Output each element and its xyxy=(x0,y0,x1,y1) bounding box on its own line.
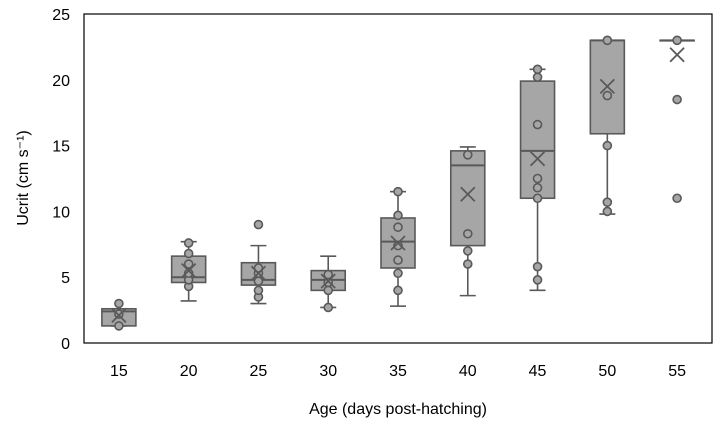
data-point xyxy=(183,248,194,259)
box-group-55 xyxy=(659,35,695,204)
data-point xyxy=(183,238,194,248)
data-point xyxy=(602,206,613,217)
x-tick-label: 55 xyxy=(668,363,686,380)
box-group-15 xyxy=(101,298,137,331)
x-axis-ticks: 15 20 25 30 35 40 45 50 55 xyxy=(110,363,686,380)
x-tick-label: 25 xyxy=(250,363,268,380)
data-point xyxy=(253,285,264,296)
mean-marker xyxy=(250,265,267,281)
x-tick-label: 20 xyxy=(180,363,198,380)
box-group-50 xyxy=(589,35,626,217)
x-tick-label: 50 xyxy=(598,363,616,380)
data-point xyxy=(393,186,403,197)
y-tick-label: 0 xyxy=(61,336,70,353)
data-point xyxy=(323,277,334,288)
mean-marker xyxy=(111,307,127,324)
data-point xyxy=(672,193,682,204)
y-axis-ticks: 0 5 10 15 20 25 xyxy=(52,7,70,353)
x-tick-label: 35 xyxy=(389,363,407,380)
data-point xyxy=(532,72,543,82)
x-tick-label: 30 xyxy=(319,363,337,380)
data-point xyxy=(393,222,403,232)
mean-marker xyxy=(599,78,615,95)
data-point xyxy=(462,228,473,239)
y-tick-label: 15 xyxy=(52,139,70,156)
data-point xyxy=(393,210,403,221)
data-point xyxy=(532,182,543,193)
box-group-35 xyxy=(380,186,416,307)
data-point xyxy=(602,140,613,151)
data-point xyxy=(532,193,543,204)
data-point xyxy=(602,35,613,46)
x-tick-label: 40 xyxy=(459,363,477,380)
data-point xyxy=(114,298,124,309)
mean-marker xyxy=(181,262,197,279)
y-tick-label: 20 xyxy=(52,73,70,90)
data-point xyxy=(393,240,403,251)
data-point xyxy=(253,219,264,230)
box-group-45 xyxy=(519,64,556,292)
data-point xyxy=(462,150,473,160)
data-point xyxy=(253,276,264,286)
data-point xyxy=(114,321,124,331)
y-tick-label: 25 xyxy=(52,7,70,24)
box-group-30 xyxy=(310,255,347,313)
chart-marks xyxy=(101,35,695,331)
mean-marker xyxy=(529,151,546,167)
x-tick-label: 45 xyxy=(529,363,547,380)
data-point xyxy=(183,268,194,279)
x-tick-label: 15 xyxy=(110,363,128,380)
x-axis-title: Age (days post-hatching) xyxy=(309,401,487,418)
mean-marker xyxy=(669,47,685,63)
box-group-40 xyxy=(449,146,486,297)
mean-marker xyxy=(460,186,476,202)
data-point xyxy=(532,64,543,75)
data-point xyxy=(532,173,543,184)
y-axis-title: Ucrit (cm s⁻¹) xyxy=(15,130,32,226)
data-point xyxy=(532,119,543,130)
mean-marker xyxy=(320,273,336,289)
data-point xyxy=(462,259,473,269)
data-point xyxy=(602,90,613,101)
data-point xyxy=(462,246,473,256)
box-group-20 xyxy=(170,238,207,302)
data-point xyxy=(323,285,334,296)
mean-marker xyxy=(390,235,406,251)
data-point xyxy=(602,197,613,207)
box-group-25 xyxy=(240,219,277,305)
data-point xyxy=(393,268,403,279)
y-tick-label: 10 xyxy=(52,204,70,221)
data-point xyxy=(672,94,682,105)
data-point xyxy=(323,302,334,313)
data-point xyxy=(532,261,543,272)
data-point xyxy=(532,275,543,285)
data-point xyxy=(183,259,194,269)
y-tick-label: 5 xyxy=(61,270,70,287)
data-point xyxy=(114,309,124,319)
data-point xyxy=(393,285,403,296)
data-point xyxy=(323,269,334,280)
data-point xyxy=(672,35,682,46)
data-point xyxy=(393,255,403,265)
